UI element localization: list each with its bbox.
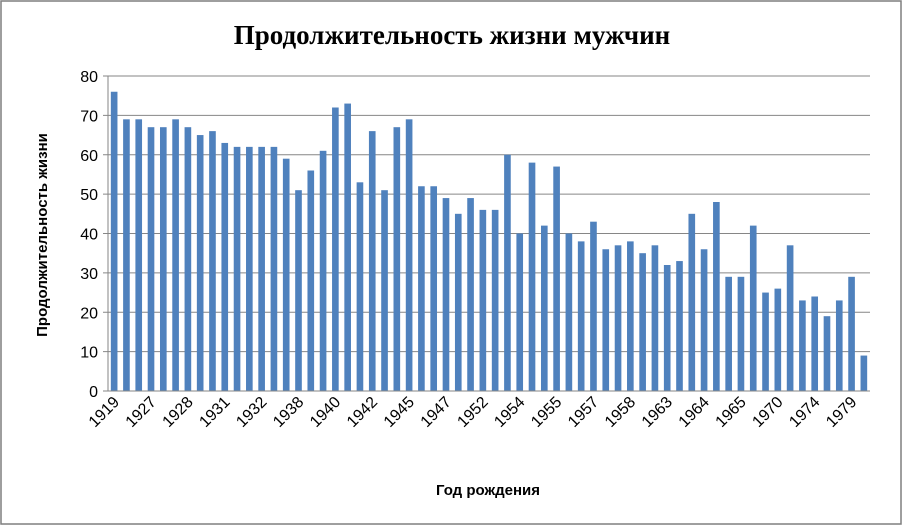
bar: [614, 245, 622, 391]
bar: [282, 158, 290, 391]
bar: [258, 146, 265, 391]
bar: [123, 119, 130, 391]
bar: [528, 162, 536, 391]
bar: [246, 146, 253, 391]
y-axis-title: Продолжительность жизни: [34, 133, 51, 337]
bar: [713, 202, 720, 391]
bar: [835, 300, 843, 391]
bar: [418, 186, 425, 391]
bar: [295, 190, 302, 391]
bar: [565, 233, 573, 391]
bar: [479, 209, 487, 391]
bar: [651, 245, 659, 391]
y-tick-label: 0: [89, 384, 98, 401]
x-axis-title: Год рождения: [436, 482, 540, 499]
y-tick-label: 10: [80, 345, 98, 362]
bar: [344, 103, 351, 391]
bar: [159, 127, 167, 391]
bar: [196, 135, 204, 391]
bar: [393, 127, 401, 391]
bar: [381, 190, 388, 391]
bar: [602, 249, 610, 391]
bar: [737, 276, 745, 391]
bar: [774, 288, 782, 391]
bar: [172, 119, 179, 391]
bar: [627, 241, 634, 391]
bar: [676, 261, 683, 391]
bar: [553, 166, 560, 391]
bar: [848, 276, 855, 391]
bar: [135, 119, 143, 391]
bar: [823, 316, 831, 391]
y-tick-label: 70: [80, 108, 98, 125]
bar: [356, 182, 364, 391]
bar: [688, 213, 696, 391]
y-tick-label: 50: [80, 187, 98, 204]
bar: [184, 127, 192, 391]
y-tick-label: 40: [80, 227, 98, 244]
bar: [799, 300, 806, 391]
bar: [860, 355, 868, 391]
bar: [467, 198, 474, 391]
bar: [221, 142, 229, 391]
bar: [504, 154, 511, 391]
bar: [319, 150, 327, 391]
chart-title: Продолжительность жизни мужчин: [234, 20, 670, 50]
bar: [762, 292, 769, 391]
bar: [233, 146, 241, 391]
y-tick-label: 60: [80, 148, 98, 165]
bar: [491, 209, 499, 391]
y-tick-label: 20: [80, 305, 98, 322]
bar: [749, 225, 757, 391]
bar: [110, 91, 118, 391]
bar: [577, 241, 585, 391]
bar: [209, 131, 216, 391]
bar: [700, 249, 708, 391]
bar: [516, 233, 524, 391]
bar: [811, 296, 819, 391]
bar: [786, 245, 794, 391]
bar: [590, 221, 597, 391]
bar: [270, 146, 278, 391]
y-tick-label: 80: [80, 69, 98, 86]
bar: [368, 131, 376, 391]
bar: [442, 198, 450, 391]
bar: [540, 225, 548, 391]
bar: [307, 170, 315, 391]
bar: [663, 265, 671, 391]
bar: [454, 213, 462, 391]
bar: [430, 186, 438, 391]
bar: [725, 276, 732, 391]
bar: [639, 253, 646, 391]
bar: [405, 119, 413, 391]
bar: [332, 107, 339, 391]
bar: [147, 127, 155, 391]
y-tick-label: 30: [80, 266, 98, 283]
